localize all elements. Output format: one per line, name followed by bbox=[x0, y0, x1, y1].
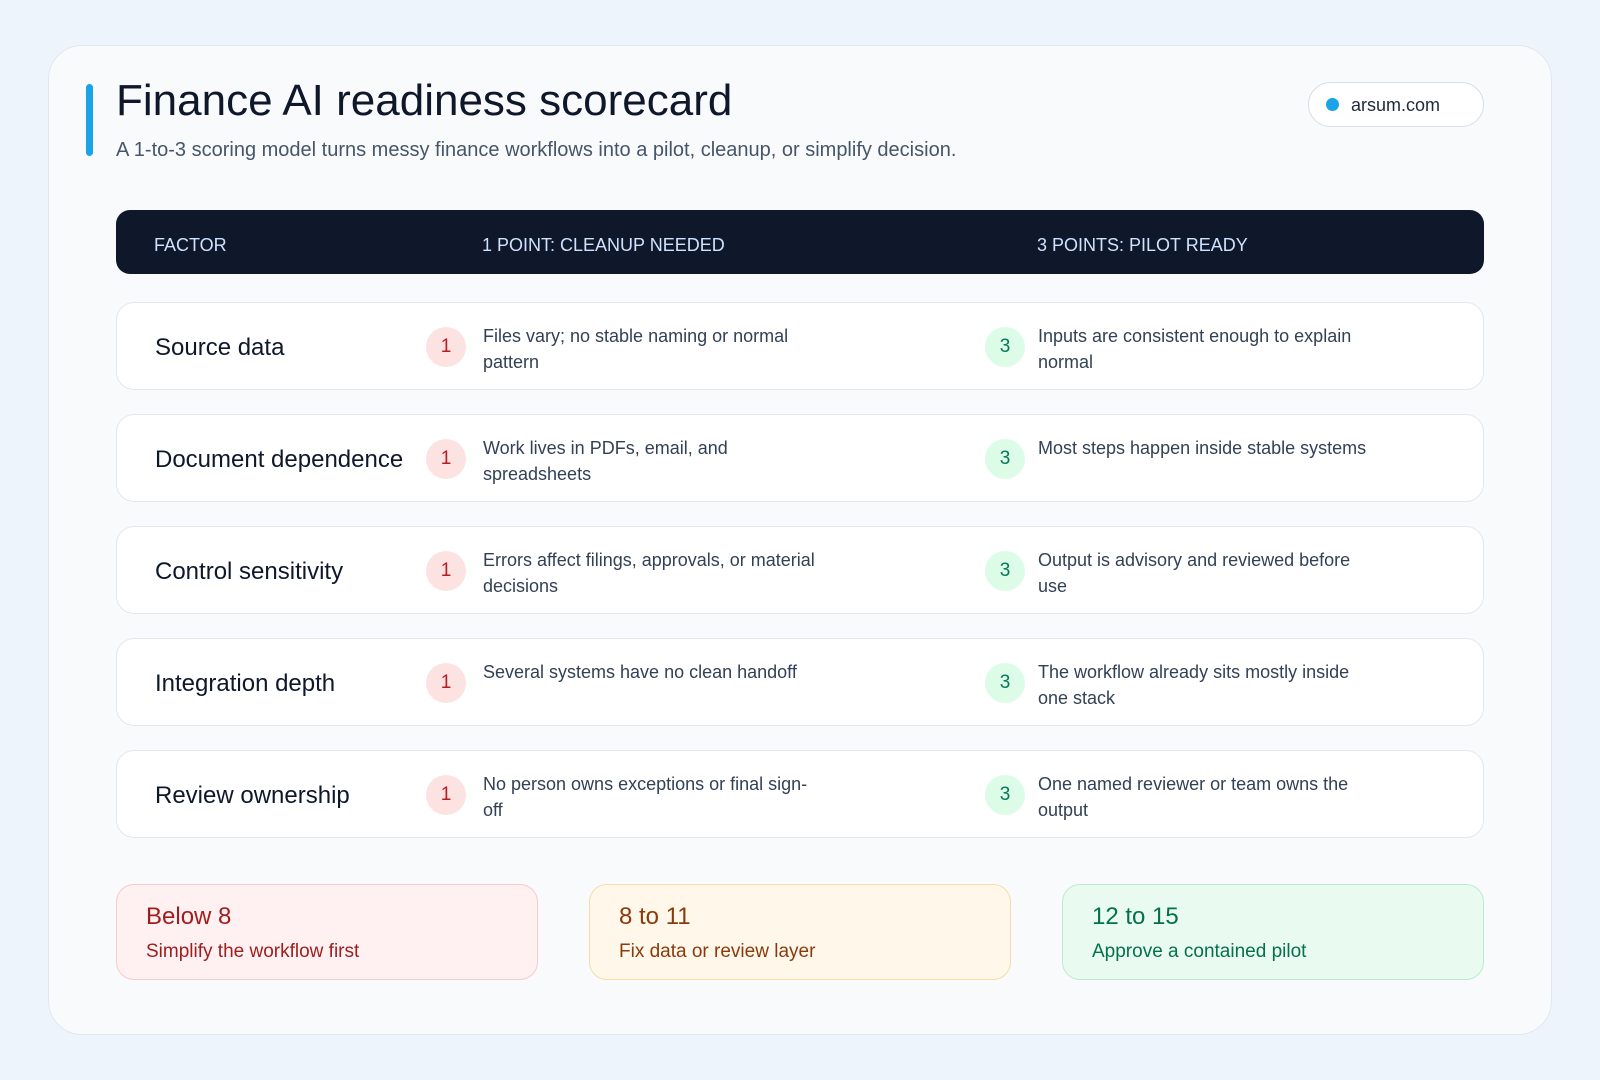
high-score: 3 bbox=[985, 551, 1025, 591]
low-score: 1 bbox=[426, 663, 466, 703]
factor-label: Source data bbox=[155, 334, 285, 361]
low-description: Several systems have no clean handoff bbox=[483, 662, 797, 682]
high-description: One named reviewer or team owns the outp… bbox=[1038, 774, 1349, 820]
low-description: Work lives in PDFs, email, and spreadshe… bbox=[483, 438, 728, 484]
table-row: Review ownership 1 No person owns exceptio… bbox=[116, 750, 1484, 838]
factor-label: Integration depth bbox=[155, 670, 336, 697]
subtitle: A 1-to-3 scoring model turns messy finan… bbox=[116, 139, 957, 161]
factor-label: Control sensitivity bbox=[155, 558, 344, 585]
band-action: Simplify the workflow first bbox=[146, 941, 360, 962]
table-row: Control sensitivity 1 Errors affect filing… bbox=[116, 526, 1484, 614]
low-score: 1 bbox=[426, 327, 466, 367]
band-action: Approve a contained pilot bbox=[1092, 941, 1307, 962]
high-description: The workflow already sits mostly inside … bbox=[1038, 662, 1350, 708]
low-description: No person owns exceptions or final sign-… bbox=[483, 774, 808, 820]
table-row: Source data 1 Files vary; no stable naming… bbox=[116, 302, 1484, 390]
band-range: Below 8 bbox=[146, 903, 232, 930]
title: Finance AI readiness scorecard bbox=[116, 76, 733, 125]
column-header: 3 POINTS: PILOT READY bbox=[1037, 235, 1248, 255]
high-score: 3 bbox=[985, 327, 1025, 367]
factor-label: Document dependence bbox=[155, 446, 404, 473]
table-row: Document dependence 1 Work lives in PDFs, … bbox=[116, 414, 1484, 502]
high-score: 3 bbox=[985, 439, 1025, 479]
accent-bar bbox=[86, 84, 93, 156]
factor-label: Review ownership bbox=[155, 782, 350, 809]
score-band: 12 to 15 Approve a contained pilot bbox=[1062, 884, 1484, 980]
column-header: 1 POINT: CLEANUP NEEDED bbox=[482, 235, 725, 255]
high-description: Inputs are consistent enough to explain … bbox=[1038, 326, 1352, 372]
low-score: 1 bbox=[426, 439, 466, 479]
low-score: 1 bbox=[426, 775, 466, 815]
band-range: 8 to 11 bbox=[619, 903, 691, 930]
site-badge[interactable]: arsum.com bbox=[1308, 82, 1484, 127]
high-description: Output is advisory and reviewed before u… bbox=[1038, 550, 1351, 596]
table-header: FACTOR 1 POINT: CLEANUP NEEDED 3 POINTS:… bbox=[116, 210, 1484, 274]
low-description: Errors affect filings, approvals, or mat… bbox=[483, 550, 815, 596]
table-row: Integration depth 1 Several systems have n… bbox=[116, 638, 1484, 726]
high-score: 3 bbox=[985, 663, 1025, 703]
low-description: Files vary; no stable naming or normal p… bbox=[483, 326, 789, 372]
score-band: Below 8 Simplify the workflow first bbox=[116, 884, 538, 980]
low-score: 1 bbox=[426, 551, 466, 591]
score-band: 8 to 11 Fix data or review layer bbox=[589, 884, 1011, 980]
band-action: Fix data or review layer bbox=[619, 941, 816, 962]
high-description: Most steps happen inside stable systems bbox=[1038, 438, 1367, 458]
band-range: 12 to 15 bbox=[1092, 903, 1179, 930]
column-header: FACTOR bbox=[154, 235, 227, 255]
high-score: 3 bbox=[985, 775, 1025, 815]
